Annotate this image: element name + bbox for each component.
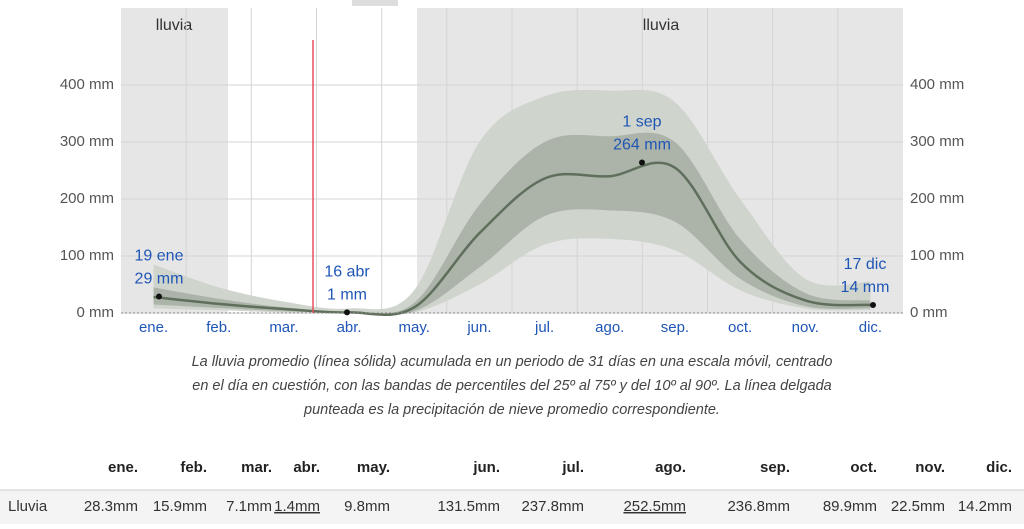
table-cell: 1.4mm xyxy=(274,498,320,515)
table-header: jul. xyxy=(561,459,584,476)
y-tick-label: 0 mm xyxy=(77,304,115,321)
table-header: abr. xyxy=(293,459,320,476)
annotation-date: 17 dic xyxy=(844,256,887,273)
table-header: nov. xyxy=(915,459,945,476)
table-header: feb. xyxy=(180,459,207,476)
x-tick-label: abr. xyxy=(337,319,362,336)
table-cell: 7.1mm xyxy=(226,498,272,515)
y-tick-label: 100 mm xyxy=(60,247,114,264)
y-tick-label-right: 200 mm xyxy=(910,190,964,207)
percentile-band xyxy=(153,132,871,316)
x-tick-label: mar. xyxy=(269,319,298,336)
annotation-value: 1 mm xyxy=(327,287,367,304)
x-tick-label: dic. xyxy=(859,319,882,336)
table-cell: 22.5mm xyxy=(891,498,945,515)
table-header: dic. xyxy=(986,459,1012,476)
season-label: lluvia xyxy=(643,17,680,34)
x-tick-label: ago. xyxy=(595,319,624,336)
scroll-tab xyxy=(352,0,398,6)
table-cell: 236.8mm xyxy=(727,498,790,515)
annotation-date: 19 ene xyxy=(135,248,184,265)
table-cell: 15.9mm xyxy=(153,498,207,515)
table-header: ago. xyxy=(655,459,686,476)
table-cell: 237.8mm xyxy=(521,498,584,515)
annotation-date: 1 sep xyxy=(622,114,661,131)
table-header: ene. xyxy=(108,459,138,476)
x-tick-label: feb. xyxy=(206,319,231,336)
table-cell: 14.2mm xyxy=(958,498,1012,515)
table-header: oct. xyxy=(850,459,877,476)
y-tick-label-right: 300 mm xyxy=(910,133,964,150)
table-header: mar. xyxy=(241,459,272,476)
annotation-value: 264 mm xyxy=(613,137,671,154)
x-tick-label: nov. xyxy=(792,319,819,336)
annotation-point xyxy=(639,159,645,166)
x-tick-label: ene. xyxy=(139,319,168,336)
y-tick-label-right: 400 mm xyxy=(910,76,964,93)
x-tick-label: jul. xyxy=(534,319,554,336)
annotation-date: 16 abr xyxy=(324,264,370,281)
annotation-value: 29 mm xyxy=(135,271,184,288)
y-tick-label-right: 0 mm xyxy=(910,304,948,321)
table-cell: 9.8mm xyxy=(344,498,390,515)
season-region xyxy=(121,8,228,313)
row-label: Lluvia xyxy=(8,498,48,515)
table-header: may. xyxy=(357,459,390,476)
y-tick-label: 400 mm xyxy=(60,76,114,93)
x-tick-label: jun. xyxy=(466,319,491,336)
table-header: sep. xyxy=(760,459,790,476)
x-tick-label: oct. xyxy=(728,319,752,336)
annotation-point xyxy=(870,302,876,309)
table-cell: 252.5mm xyxy=(623,498,686,515)
x-tick-label: sep. xyxy=(661,319,689,336)
rain-line xyxy=(153,161,871,317)
annotation-value: 14 mm xyxy=(841,279,890,296)
table-cell: 89.9mm xyxy=(823,498,877,515)
y-tick-label: 200 mm xyxy=(60,190,114,207)
season-label: lluvia xyxy=(156,17,193,34)
table-cell: 28.3mm xyxy=(84,498,138,515)
annotation-point xyxy=(344,309,350,316)
table-row-bg xyxy=(0,490,1024,524)
y-tick-label: 300 mm xyxy=(60,133,114,150)
y-tick-label-right: 100 mm xyxy=(910,247,964,264)
caption: punteada es la precipitación de nieve pr… xyxy=(303,402,720,418)
caption: en el día en cuestión, con las bandas de… xyxy=(192,378,832,394)
annotation-point xyxy=(156,293,162,300)
table-cell: 131.5mm xyxy=(437,498,500,515)
x-tick-label: may. xyxy=(399,319,430,336)
caption: La lluvia promedio (línea sólida) acumul… xyxy=(192,354,833,370)
table-header: jun. xyxy=(472,459,500,476)
